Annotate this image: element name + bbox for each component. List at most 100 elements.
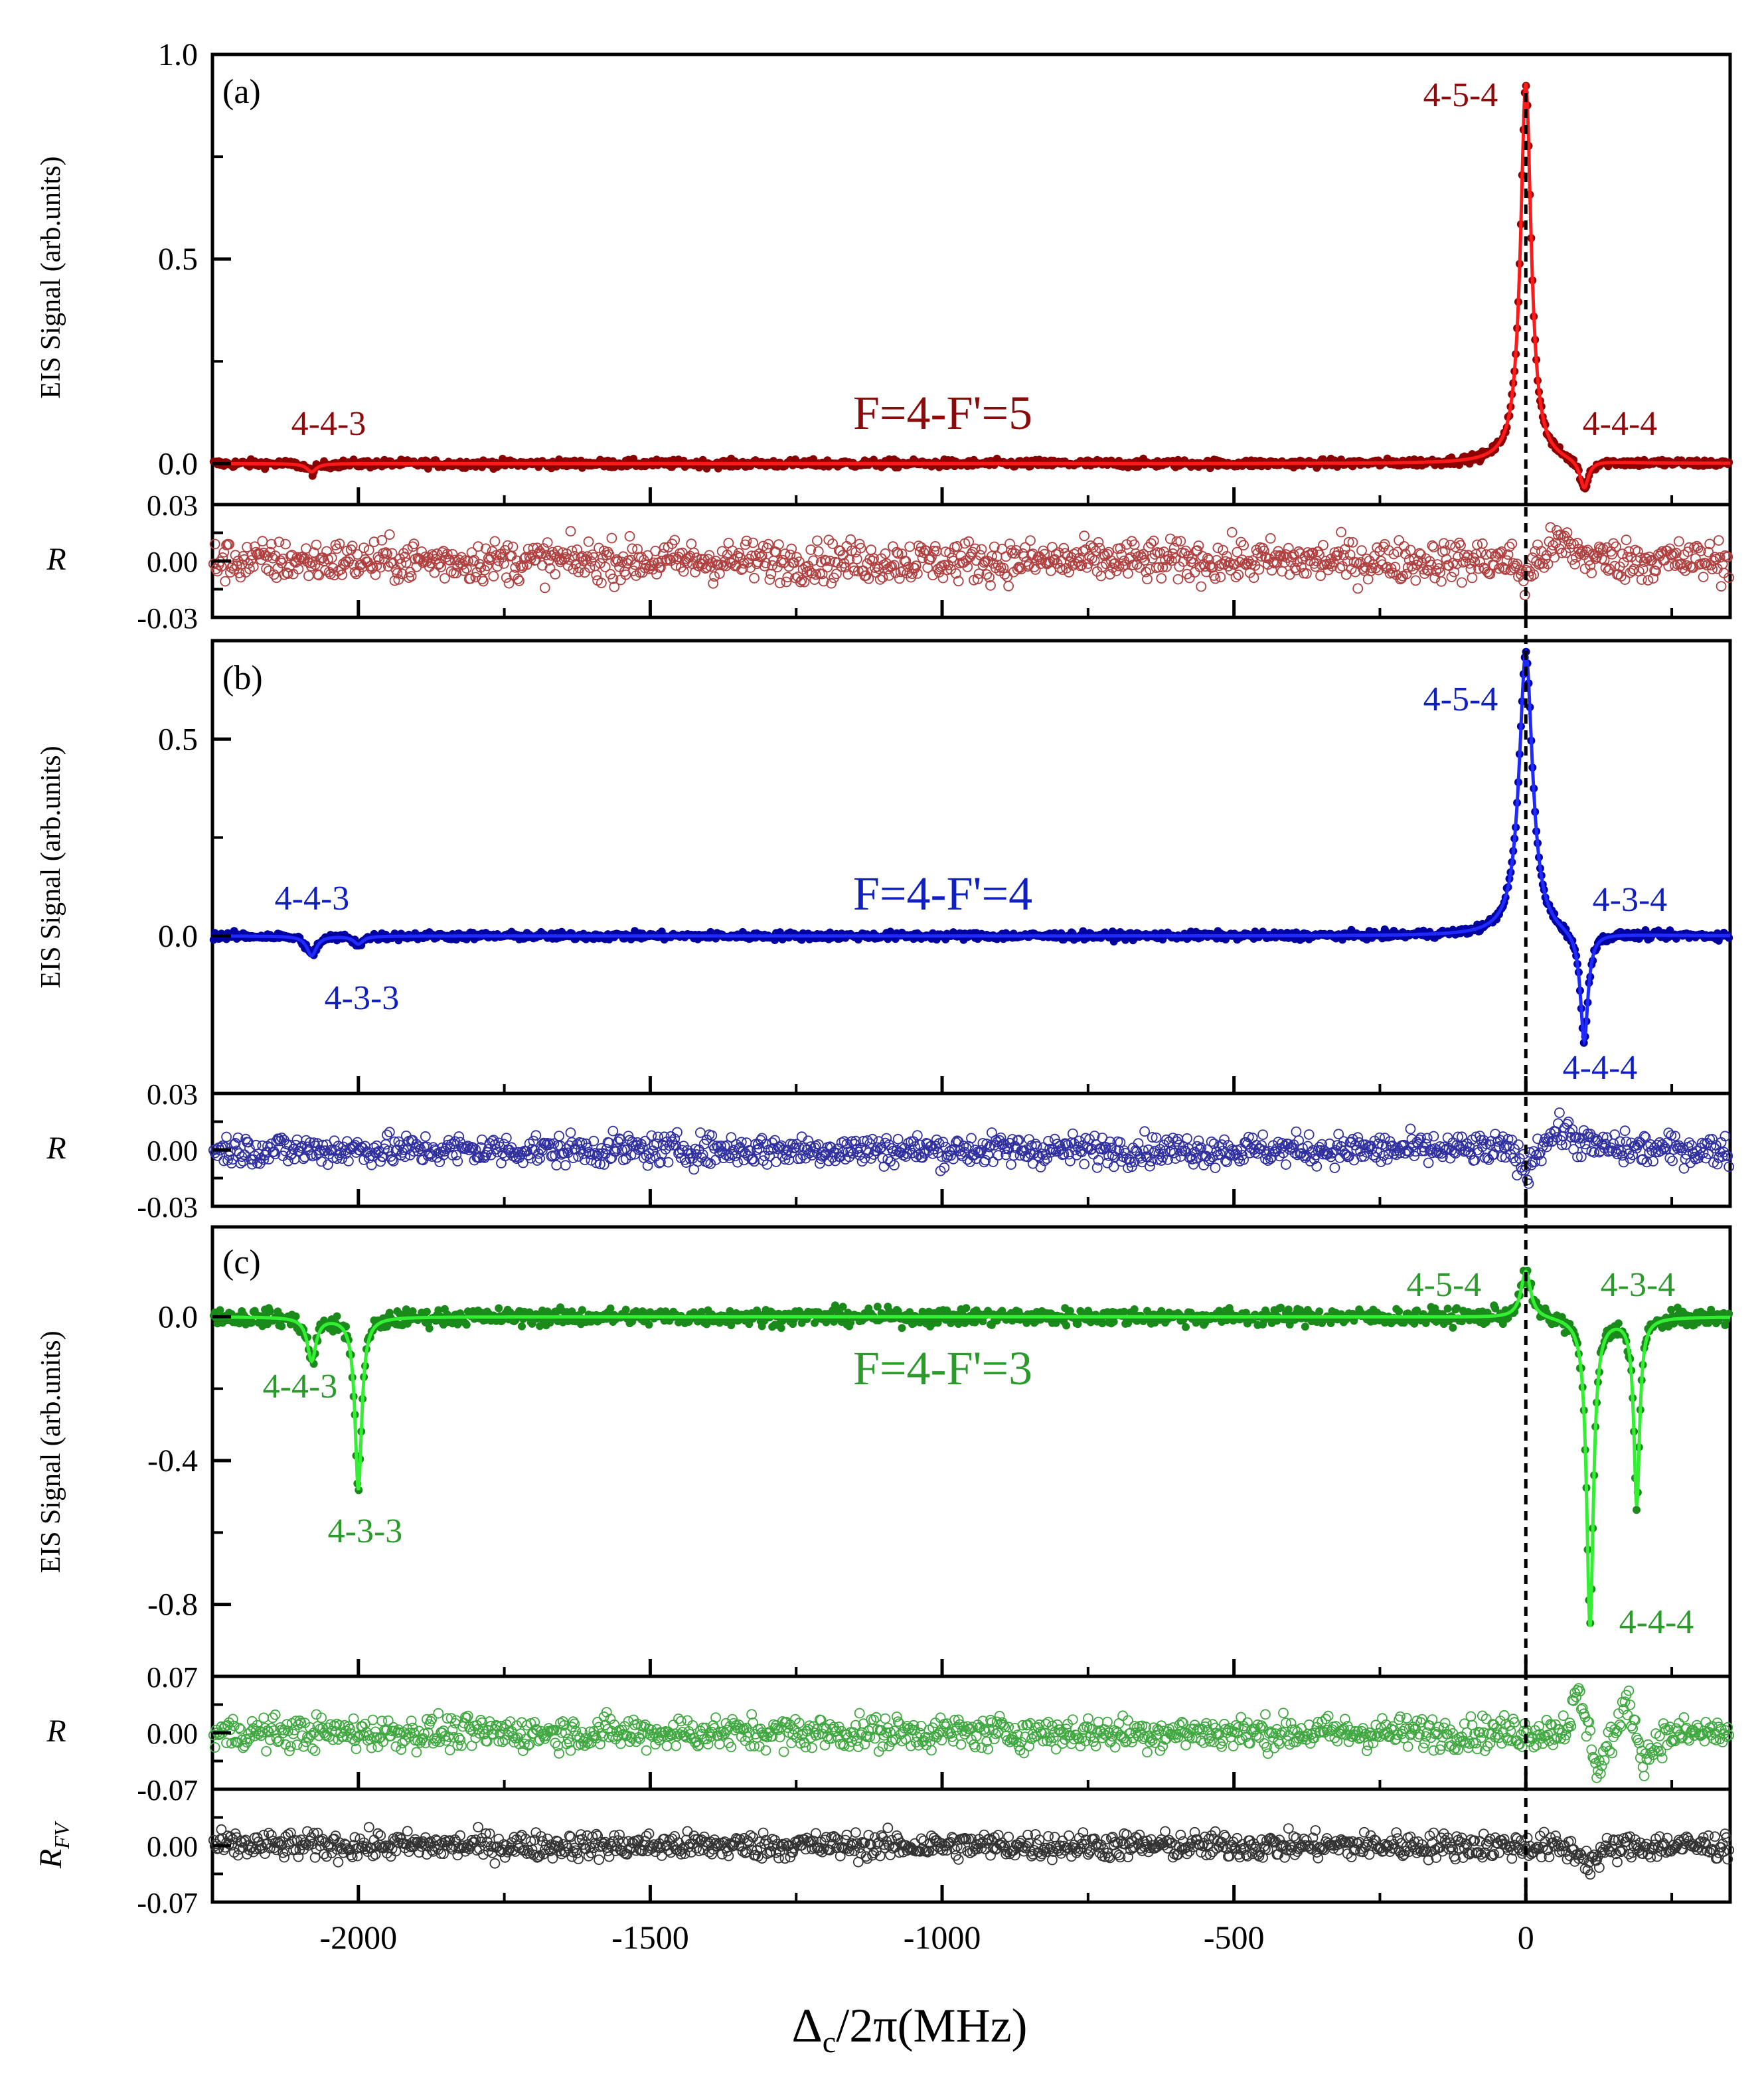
residual-point [501, 1133, 512, 1143]
residual-point [817, 568, 828, 580]
residual-point [1233, 569, 1244, 580]
residual-point [530, 554, 542, 566]
residual-point [1034, 551, 1045, 562]
residual-point [763, 538, 774, 550]
residual-point [562, 560, 574, 571]
residual-point [880, 548, 891, 559]
residual-point [1025, 535, 1036, 546]
residual-point [1145, 538, 1157, 549]
residual-point [1284, 569, 1295, 580]
residual-point [347, 540, 358, 552]
residual-point [732, 1157, 743, 1168]
residual-point [624, 530, 635, 542]
residual-point [400, 551, 410, 562]
residual-point [1256, 551, 1267, 562]
panel-a-ylabel: EIS Signal (arb.units) [36, 156, 66, 398]
residual-point [1621, 534, 1632, 546]
residual-point [1301, 568, 1312, 579]
residual-point [973, 568, 985, 579]
residual-point [657, 548, 669, 560]
residual-point [972, 574, 983, 585]
residual-point [239, 1149, 250, 1161]
residual-point [596, 578, 607, 588]
residual-point [1105, 569, 1115, 580]
residual-point [1394, 535, 1405, 546]
residual-point [303, 570, 314, 582]
residual-point [568, 564, 579, 575]
residual-point [782, 572, 793, 583]
residual-point [891, 546, 902, 558]
residual-point [678, 566, 689, 577]
residual-point [480, 543, 491, 554]
residual-point [261, 563, 272, 574]
residual-point [1024, 1134, 1034, 1145]
residual-point [682, 557, 693, 568]
residual-point [607, 1125, 619, 1137]
panel-b-peak-443: 4-4-3 [275, 880, 350, 918]
residual-point [1318, 540, 1328, 550]
residual-point [611, 554, 622, 565]
residual-point [1210, 1163, 1221, 1173]
y-tick-label: -0.03 [137, 602, 198, 635]
residual-point [822, 562, 833, 573]
panel-a: 0.00.51.0 (a) EIS Signal (arb.units) F=4… [36, 37, 1733, 507]
residual-point [1229, 559, 1240, 570]
residual-point [552, 545, 564, 556]
residual-point [433, 559, 444, 570]
residual-point [1253, 564, 1265, 575]
residual-point [1014, 562, 1026, 574]
residual-point [904, 541, 916, 552]
residual-point [1161, 561, 1172, 572]
residual-point [773, 539, 784, 550]
residual-point [981, 569, 993, 580]
residual-point [1405, 1123, 1416, 1135]
residual-point [669, 534, 681, 546]
residual-point [248, 561, 259, 572]
panel-b-peak-444: 4-4-4 [1563, 1049, 1638, 1087]
residual-point [1075, 560, 1086, 572]
residual-point [796, 575, 807, 586]
residual-point [349, 567, 361, 578]
residual-point [1138, 548, 1149, 560]
residual-point [941, 564, 953, 576]
panel-b-label: (b) [222, 659, 263, 697]
residual-point [540, 550, 552, 560]
residual-point [517, 562, 527, 574]
residual-point [1303, 1129, 1315, 1140]
y-tick-label: 0.00 [147, 546, 198, 578]
residual-point [827, 538, 838, 549]
residual-point [889, 1160, 900, 1170]
residual-point [1553, 1118, 1564, 1129]
residual-point [380, 547, 391, 558]
residual-point [969, 574, 979, 586]
residual-point [220, 576, 231, 587]
residual-point [445, 566, 457, 577]
residual-point [502, 540, 513, 551]
residual-point [1039, 548, 1050, 560]
residual-point [1347, 537, 1358, 548]
residual-point [804, 566, 815, 576]
residual-point [1257, 1129, 1268, 1140]
residual-point [767, 560, 778, 571]
residual-point [408, 538, 420, 550]
residual-point [436, 562, 446, 572]
residual-point [755, 552, 766, 563]
residual-point [786, 543, 797, 554]
residual-point [337, 569, 348, 580]
residual-point [1643, 575, 1654, 586]
residual-point [594, 542, 604, 554]
residual-point [854, 538, 865, 550]
residual-point [1285, 556, 1297, 568]
residual-point [235, 1158, 246, 1169]
residual-point [866, 544, 876, 556]
residual-point [1713, 535, 1724, 546]
residual-point [890, 567, 901, 578]
residual-point [795, 576, 806, 588]
panel-b-plot [209, 647, 1733, 1047]
residual-point [544, 563, 556, 574]
residual-point [1352, 583, 1364, 594]
residual-point [961, 555, 972, 566]
residual-point [560, 1160, 571, 1171]
residual-point [1076, 560, 1087, 570]
residual-point [452, 1156, 463, 1166]
